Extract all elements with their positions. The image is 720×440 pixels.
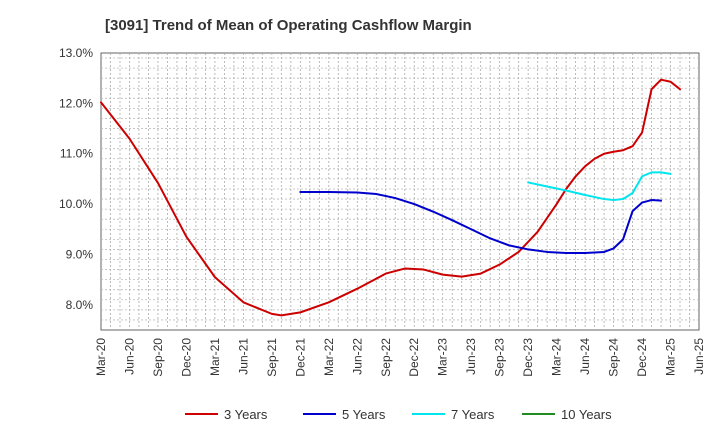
x-tick-label: Mar-20	[94, 338, 108, 376]
x-tick-label: Dec-20	[179, 338, 193, 377]
x-tick-label: Jun-25	[692, 338, 706, 375]
legend-label: 7 Years	[451, 407, 495, 422]
legend: 3 Years 5 Years 7 Years 10 Years	[185, 407, 612, 422]
x-tick-label: Mar-23	[436, 338, 450, 376]
x-axis: Mar-20 Jun-20 Sep-20 Dec-20 Mar-21 Jun-21 Sep-…	[94, 338, 706, 377]
legend-label: 10 Years	[561, 407, 612, 422]
plot-area	[100, 52, 700, 331]
y-tick-label: 10.0%	[59, 197, 93, 211]
series-lines	[100, 78, 682, 317]
x-tick-label: Jun-23	[464, 338, 478, 375]
x-tick-label: Dec-23	[521, 338, 535, 377]
y-tick-label: 11.0%	[60, 147, 93, 161]
legend-label: 5 Years	[342, 407, 386, 422]
series-line-7-years	[527, 171, 672, 202]
x-tick-label: Dec-22	[407, 338, 421, 377]
x-tick-label: Jun-21	[236, 338, 250, 375]
x-tick-label: Jun-22	[350, 338, 364, 375]
x-tick-label: Sep-24	[607, 338, 621, 377]
x-tick-label: Dec-21	[293, 338, 307, 377]
y-tick-label: 12.0%	[59, 96, 93, 110]
series-line-5-years	[299, 191, 663, 254]
x-tick-label: Mar-25	[664, 338, 678, 376]
chart-title: [3091] Trend of Mean of Operating Cashfl…	[105, 17, 472, 34]
x-tick-label: Sep-21	[265, 338, 279, 377]
y-tick-label: 13.0%	[59, 46, 93, 60]
x-tick-label: Sep-20	[151, 338, 165, 377]
x-tick-label: Mar-22	[322, 338, 336, 376]
x-tick-label: Sep-22	[379, 338, 393, 377]
x-tick-label: Mar-21	[208, 338, 222, 376]
x-tick-label: Sep-23	[493, 338, 507, 377]
series-line-3-years	[100, 78, 682, 317]
legend-label: 3 Years	[224, 407, 268, 422]
x-tick-label: Jun-20	[122, 338, 136, 375]
y-tick-label: 9.0%	[66, 247, 94, 261]
x-tick-label: Mar-24	[550, 338, 564, 376]
y-axis: 8.0% 9.0% 10.0% 11.0% 12.0% 13.0%	[59, 46, 93, 312]
x-tick-label: Jun-24	[578, 338, 592, 375]
x-tick-label: Dec-24	[635, 338, 649, 377]
y-tick-label: 8.0%	[66, 298, 94, 312]
